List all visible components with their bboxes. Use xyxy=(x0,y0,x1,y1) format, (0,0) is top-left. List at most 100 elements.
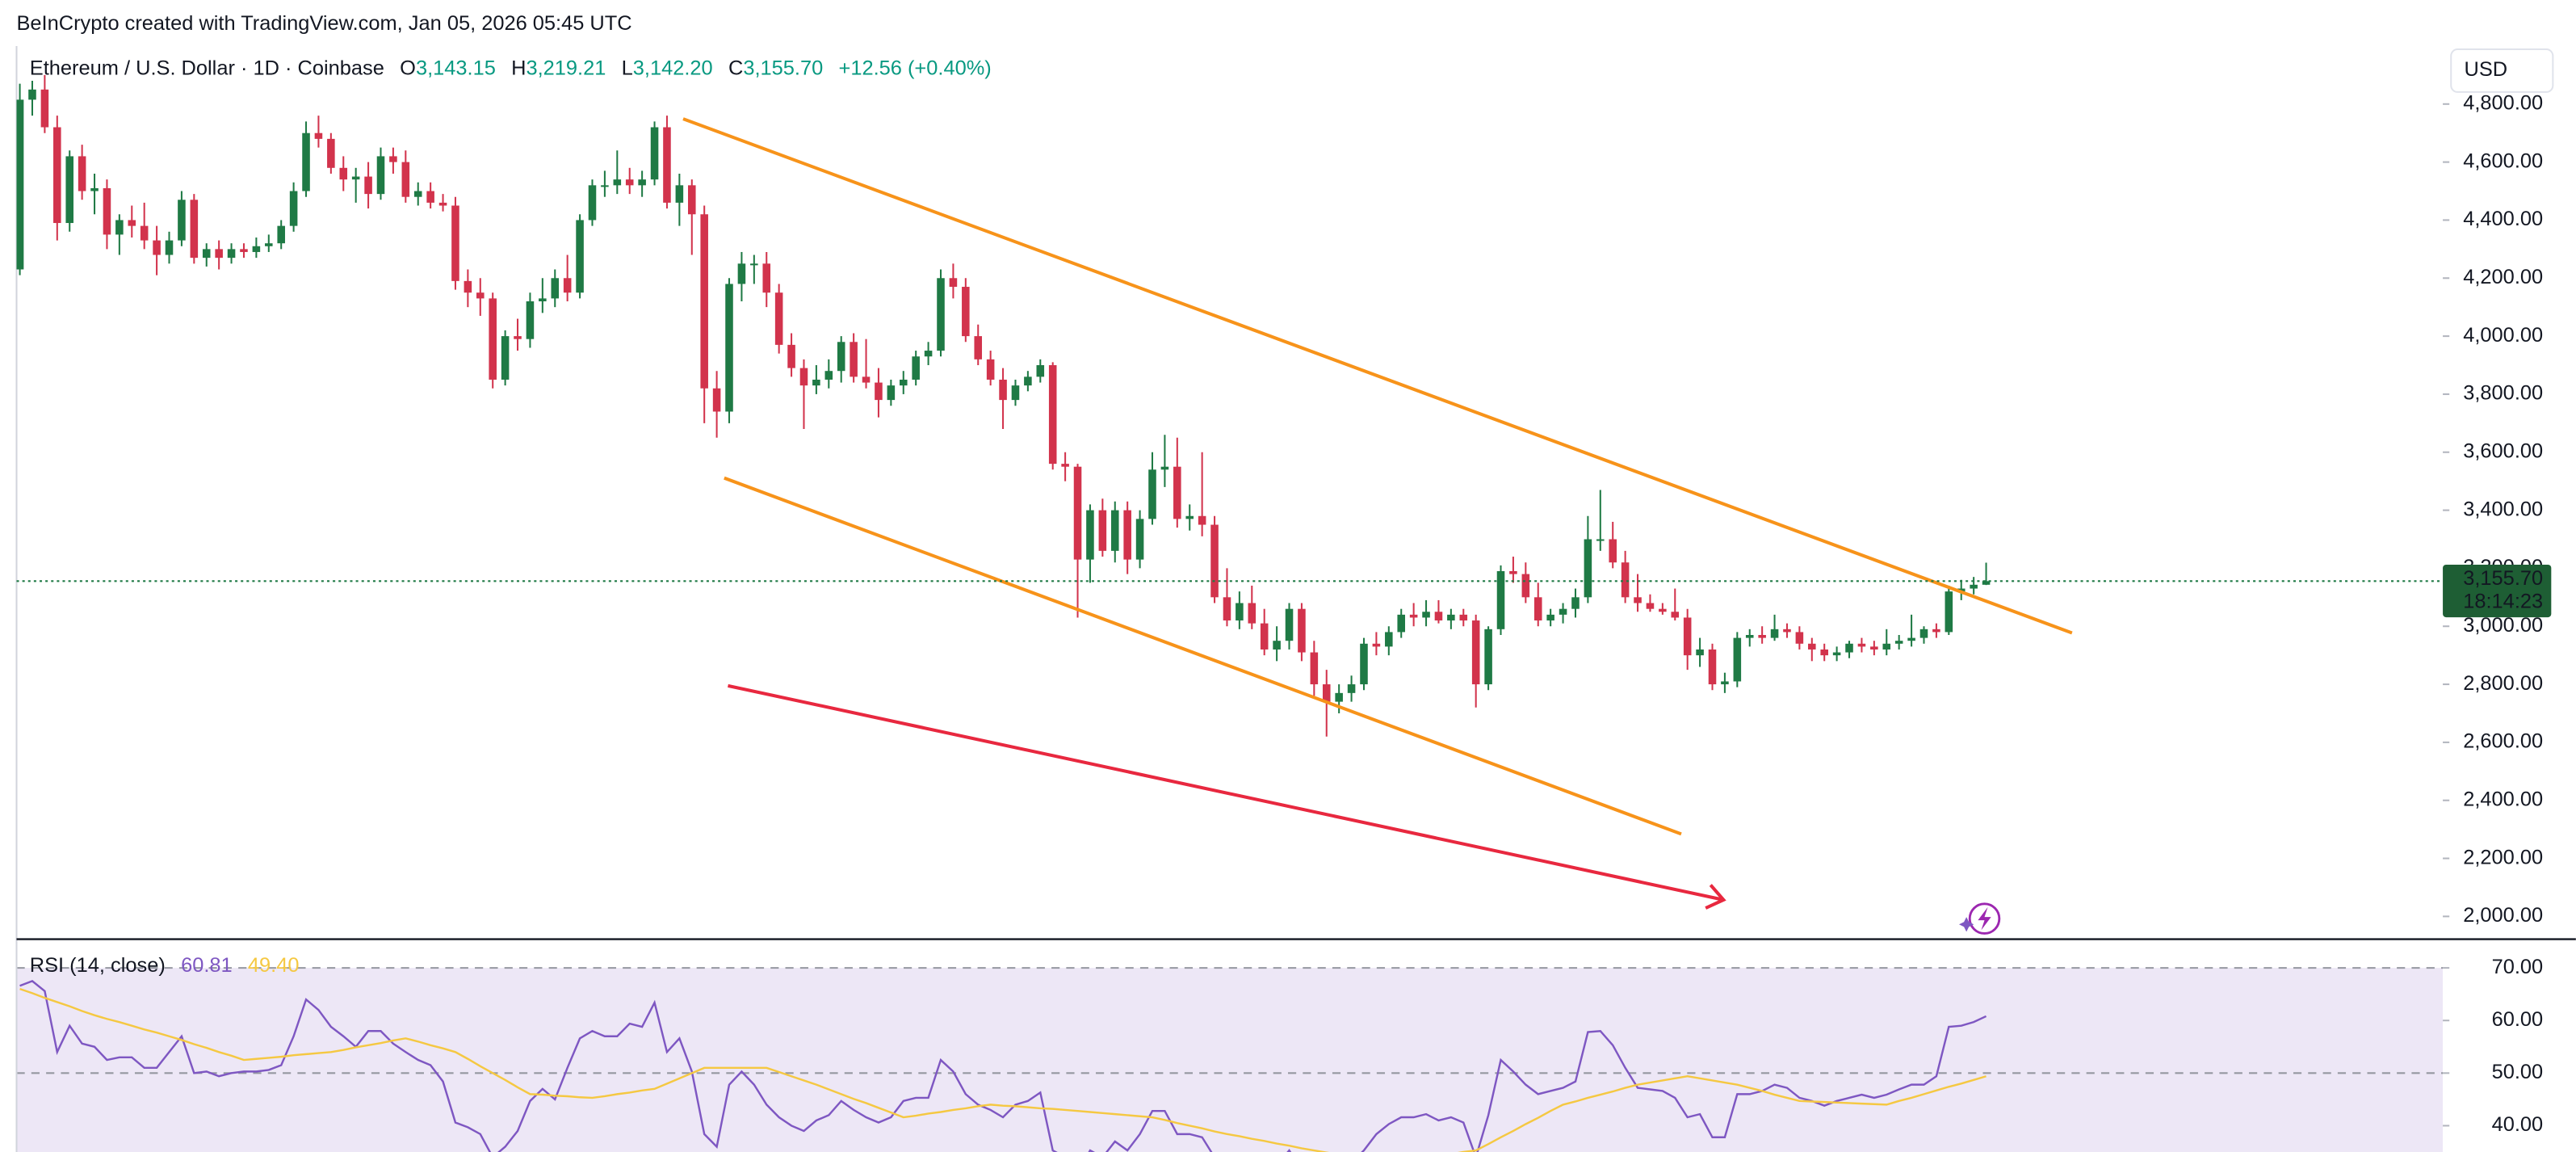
last-price-label: 3,155.70 xyxy=(2463,567,2543,590)
candle-body xyxy=(663,127,671,203)
candle-body xyxy=(1795,632,1804,644)
candle-body xyxy=(1447,614,1455,621)
candle-body xyxy=(103,187,111,235)
candle-body xyxy=(351,176,360,180)
price-pane xyxy=(16,74,2073,910)
candle-body xyxy=(178,200,186,241)
candle-body xyxy=(1533,597,1542,621)
candle-body xyxy=(514,336,522,339)
candle-body xyxy=(875,382,883,401)
candle-body xyxy=(762,263,771,293)
candle-body xyxy=(153,240,161,255)
candle-body xyxy=(227,249,236,259)
candle-body xyxy=(539,298,547,302)
rsi-header: RSI (14, close) 60.81 49.40 xyxy=(30,954,300,977)
candle-body xyxy=(1882,643,1891,650)
candle-body xyxy=(1808,643,1816,650)
candle-body xyxy=(862,376,871,383)
candle-body xyxy=(1459,614,1468,621)
candle-body xyxy=(937,278,945,351)
y-tick-label: 70.00 xyxy=(2492,956,2544,978)
candle-body xyxy=(90,187,99,191)
candle-body xyxy=(215,249,223,259)
candle-body xyxy=(899,379,908,386)
candle-body xyxy=(675,185,684,203)
candle-body xyxy=(1434,612,1443,621)
close-label: C xyxy=(728,57,743,79)
candle-body xyxy=(1335,692,1343,702)
candle-body xyxy=(1857,643,1866,647)
candle-body xyxy=(1409,614,1418,618)
candle-body xyxy=(28,89,36,100)
candle-body xyxy=(750,263,758,266)
y-tick-label: 2,000.00 xyxy=(2463,904,2543,927)
source-credit: BeInCrypto created with TradingView.com,… xyxy=(17,12,632,35)
y-tick-label: 4,400.00 xyxy=(2463,208,2543,230)
candle-body xyxy=(1298,608,1306,653)
candle-body xyxy=(364,176,372,195)
candle-body xyxy=(1248,603,1257,624)
candle-body xyxy=(1832,652,1841,656)
candle-body xyxy=(1048,365,1057,465)
candle-body xyxy=(265,243,273,246)
candle-body xyxy=(314,132,323,139)
candle-body xyxy=(1696,649,1704,656)
candle-body xyxy=(1160,466,1169,470)
candle-body xyxy=(1894,641,1903,644)
candle-body xyxy=(438,202,447,206)
candle-body xyxy=(115,220,124,235)
candle-body xyxy=(165,240,174,255)
candle-body xyxy=(501,336,510,380)
candle-body xyxy=(1036,365,1045,377)
y-tick-label: 4,200.00 xyxy=(2463,266,2543,288)
currency-button[interactable] xyxy=(2450,48,2554,93)
candle-body xyxy=(426,191,434,203)
candle-body xyxy=(16,99,24,270)
candle-body xyxy=(1123,510,1131,560)
trendline xyxy=(682,117,2073,635)
candle-body xyxy=(1783,629,1791,633)
candle-body xyxy=(1024,376,1032,386)
candle-body xyxy=(1185,515,1194,519)
candle-body xyxy=(1471,620,1480,685)
candle-body xyxy=(464,280,472,293)
candle-body xyxy=(850,342,858,377)
candle-body xyxy=(1970,584,1978,589)
candle-body xyxy=(302,132,310,191)
candle-body xyxy=(413,191,422,197)
candle-body xyxy=(625,179,634,186)
currency-label[interactable]: USD xyxy=(2465,58,2508,81)
candle-body xyxy=(551,278,560,299)
candle-body xyxy=(1745,635,1754,638)
change-value: +12.56 (+0.40%) xyxy=(839,57,992,79)
candle-body xyxy=(1546,614,1554,621)
candle-body xyxy=(974,336,983,359)
candle-body xyxy=(1671,612,1680,618)
high-value: 3,219.21 xyxy=(526,57,606,79)
candle-body xyxy=(339,167,348,180)
candle-body xyxy=(1310,652,1319,685)
candle-body xyxy=(1347,684,1356,693)
candle-body xyxy=(712,388,721,412)
trendline xyxy=(724,476,1682,836)
candle-body xyxy=(962,287,970,337)
candle-body xyxy=(1397,614,1405,633)
candle-body xyxy=(190,200,199,259)
candle-body xyxy=(725,284,733,412)
candle-body xyxy=(1982,581,1991,585)
candle-body xyxy=(78,156,86,191)
candle-body xyxy=(601,185,609,187)
candle-body xyxy=(1285,608,1294,641)
candle-body xyxy=(1659,608,1667,612)
rsi-ma-value: 49.40 xyxy=(248,954,300,977)
candle-body xyxy=(1198,515,1206,525)
candle-body xyxy=(1596,539,1605,541)
countdown-label: 18:14:23 xyxy=(2463,590,2543,612)
candle-body xyxy=(1646,603,1655,609)
alert-icon[interactable] xyxy=(1958,902,2001,935)
candle-body xyxy=(1385,632,1393,647)
candle-body xyxy=(1360,643,1368,685)
y-tick-label: 3,600.00 xyxy=(2463,439,2543,462)
trendline-arrowhead xyxy=(1705,884,1726,910)
